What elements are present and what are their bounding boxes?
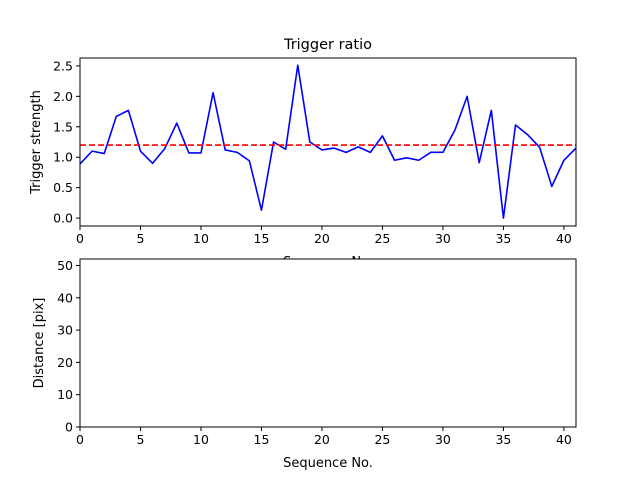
bottom-axes-background	[80, 259, 576, 427]
x-tick-label: 10	[193, 231, 209, 246]
x-tick-label: 40	[556, 432, 572, 447]
y-tick-label: 2.0	[53, 89, 73, 104]
x-tick-label: 0	[76, 231, 84, 246]
x-tick-label: 35	[495, 432, 511, 447]
y-tick-label: 50	[57, 258, 73, 273]
series-line	[80, 64, 576, 219]
x-tick-label: 15	[254, 231, 270, 246]
x-tick-label: 0	[76, 432, 84, 447]
chart-title: Trigger ratio	[283, 37, 372, 53]
x-tick-label: 35	[495, 231, 511, 246]
y-tick-label: 40	[57, 290, 73, 305]
y-tick-label: 10	[57, 387, 73, 402]
y-tick-label: 2.5	[53, 58, 73, 73]
x-tick-label: 25	[374, 432, 390, 447]
x-tick-label: 5	[137, 432, 145, 447]
x-tick-label: 40	[556, 231, 572, 246]
y-tick-label: 20	[57, 355, 73, 370]
y-tick-label: 1.5	[53, 119, 73, 134]
y-tick-label: 0	[65, 420, 73, 435]
trigger-ratio-chart: Trigger ratio 0 5 10 15 20 25 30 35 40 0.0 0.5 1.0 1…	[29, 37, 577, 246]
y-tick-label: 1.0	[53, 150, 73, 165]
y-tick-label: 0.5	[53, 180, 73, 195]
x-tick-label: 10	[193, 432, 209, 447]
x-axis-label: Sequence No.	[283, 456, 373, 471]
y-axis-label: Distance [pix]	[32, 298, 47, 389]
y-axis-label: Trigger strength	[29, 90, 44, 195]
x-tick-label: 15	[254, 432, 270, 447]
x-tick-label: 20	[314, 432, 330, 447]
plot-frame	[79, 57, 577, 227]
x-tick-label: 20	[314, 231, 330, 246]
x-tick-label: 30	[435, 432, 451, 447]
x-tick-label: 5	[137, 231, 145, 246]
x-tick-label: 30	[435, 231, 451, 246]
x-tick-label: 25	[374, 231, 390, 246]
plot-frame	[79, 258, 577, 428]
y-tick-label: 0.0	[53, 211, 73, 226]
y-tick-label: 30	[57, 323, 73, 338]
